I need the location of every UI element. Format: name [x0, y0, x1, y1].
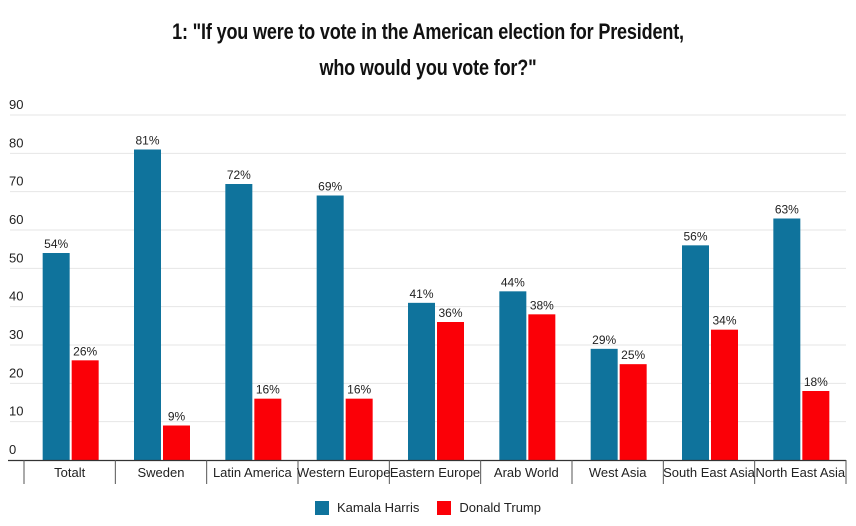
bar-trump [71, 360, 99, 460]
bar-harris [773, 218, 801, 460]
legend-item-trump: Donald Trump [437, 500, 541, 515]
bar-harris [316, 195, 344, 460]
data-label: 41% [409, 287, 433, 301]
bar-harris [682, 245, 709, 460]
data-label: 29% [592, 333, 616, 347]
data-label: 25% [621, 348, 645, 362]
data-labels: 54% 26% 81% 9% 72% 16% 69% 16% 41% 36% 44% 38% 29% 25… [44, 134, 828, 424]
x-tick-label: North East Asia [756, 465, 846, 480]
y-tick-label: 70 [9, 174, 23, 189]
y-tick-label: 40 [9, 289, 23, 304]
bar-trump [711, 329, 738, 460]
x-tick-label: Arab World [494, 465, 559, 480]
data-label: 18% [804, 375, 828, 389]
y-tick-label: 10 [9, 404, 23, 419]
data-label: 72% [227, 168, 251, 182]
y-axis-ticks: 0 10 20 30 40 50 60 70 80 90 [9, 97, 23, 457]
bar-trump [254, 398, 282, 460]
x-tick-label: Eastern Europe [390, 465, 480, 480]
y-tick-label: 0 [9, 442, 16, 457]
bar-trump [619, 364, 647, 460]
bar-harris [225, 184, 253, 460]
bar-trump [528, 314, 556, 460]
data-label: 63% [775, 203, 799, 217]
data-label: 9% [168, 410, 186, 424]
chart-title-line-1: 1: "If you were to vote in the American … [172, 19, 684, 44]
data-label: 34% [712, 314, 736, 328]
bar-harris [408, 302, 435, 460]
bar-harris [42, 253, 70, 460]
x-tick-label: Latin America [213, 465, 293, 480]
bar-trump [437, 322, 464, 460]
data-label: 56% [683, 229, 707, 243]
legend-swatch-trump [437, 500, 452, 515]
bar-trump [163, 425, 190, 460]
bar-harris [499, 291, 527, 460]
x-tick-label: Western Europe [297, 465, 391, 480]
chart-title-line-2: who would you vote for?" [319, 55, 537, 80]
y-tick-label: 50 [9, 250, 23, 265]
x-tick-label: Sweden [138, 465, 185, 480]
x-tick-label: South East Asia [663, 465, 756, 480]
legend-item-harris: Kamala Harris [314, 500, 420, 515]
y-tick-label: 30 [9, 327, 23, 342]
x-axis: Totalt Sweden Latin America Western Europe E… [8, 459, 847, 484]
y-tick-label: 80 [9, 135, 23, 150]
legend: Kamala Harris Donald Trump [0, 500, 856, 515]
legend-label-harris: Kamala Harris [336, 500, 420, 515]
legend-swatch-harris [314, 500, 329, 515]
chart-title: 1: "If you were to vote in the American … [77, 14, 779, 86]
bar-trump [802, 391, 830, 460]
x-tick-label: Totalt [54, 465, 85, 480]
y-tick-label: 20 [9, 365, 23, 380]
y-tick-label: 90 [9, 97, 23, 112]
data-label: 38% [530, 298, 554, 312]
data-label: 26% [73, 344, 97, 358]
y-tick-label: 60 [9, 212, 23, 227]
data-label: 44% [501, 275, 525, 289]
data-label: 54% [44, 237, 68, 251]
bar-harris [134, 149, 161, 460]
data-label: 81% [135, 134, 159, 148]
data-label: 16% [347, 383, 371, 397]
legend-label-trump: Donald Trump [459, 500, 541, 515]
bars [42, 149, 830, 460]
data-label: 16% [256, 383, 280, 397]
bar-chart: 0 10 20 30 40 50 60 70 80 90 54% 26% 81% 9% 72% 16% 69%… [8, 97, 847, 484]
bar-harris [590, 348, 618, 460]
bar-trump [345, 398, 373, 460]
x-tick-label: West Asia [589, 465, 647, 480]
data-label: 36% [438, 306, 462, 320]
data-label: 69% [318, 180, 342, 194]
